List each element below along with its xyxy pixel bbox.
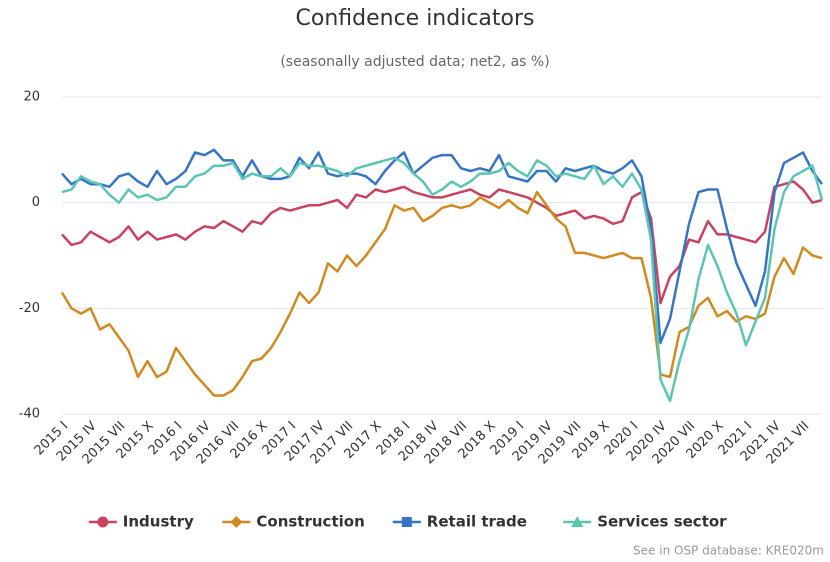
series-line (61, 156, 824, 403)
series-line (61, 180, 823, 305)
legend-marker (401, 517, 412, 527)
legend-item[interactable]: Industry (88, 513, 194, 531)
legend-label: Construction (256, 513, 364, 531)
chart-title: Confidence indicators (296, 6, 535, 31)
legend-item[interactable]: Retail trade (392, 513, 527, 531)
legend-label: Services sector (597, 513, 727, 531)
y-tick-label: -40 (19, 407, 40, 422)
y-tick-label: -20 (19, 301, 40, 316)
legend-marker (230, 516, 243, 528)
legend-marker (571, 516, 584, 527)
series-line (61, 148, 824, 344)
legend-label: Retail trade (427, 513, 527, 531)
legend-item[interactable]: Services sector (563, 513, 727, 531)
series-line (60, 190, 823, 397)
y-tick-label: 0 (32, 195, 40, 210)
chart-subtitle: (seasonally adjusted data; net2, as %) (280, 54, 549, 70)
y-tick-label: 20 (23, 90, 40, 105)
legend-marker (97, 516, 109, 528)
legend-item[interactable]: Construction (222, 513, 365, 531)
source-note[interactable]: See in OSP database: KRE020m (633, 544, 824, 558)
legend-label: Industry (123, 513, 194, 531)
